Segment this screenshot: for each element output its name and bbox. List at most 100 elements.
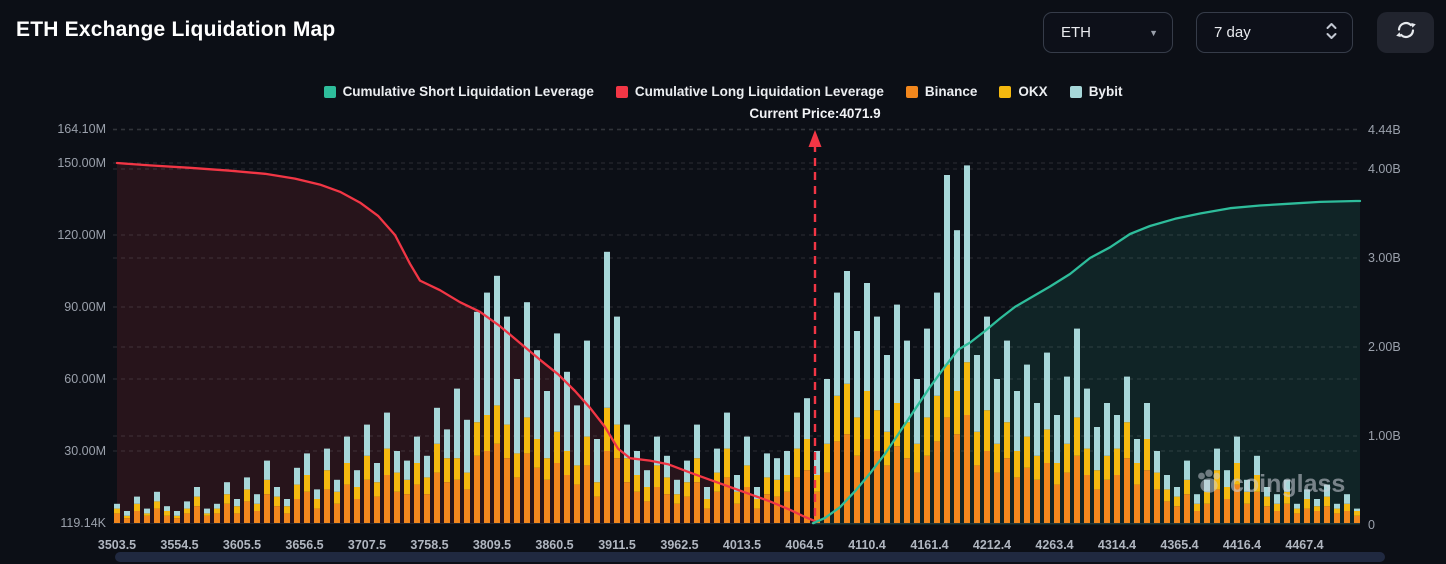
bar-binance[interactable]	[884, 465, 890, 523]
bar-okx[interactable]	[794, 448, 800, 478]
bar-okx[interactable]	[214, 508, 220, 514]
bar-okx[interactable]	[614, 424, 620, 459]
bar-binance[interactable]	[214, 513, 220, 523]
bar-okx[interactable]	[1284, 491, 1290, 504]
bar-okx[interactable]	[444, 458, 450, 483]
bar-okx[interactable]	[1084, 448, 1090, 475]
bar-binance[interactable]	[274, 506, 280, 523]
bar-okx[interactable]	[634, 475, 640, 492]
bar-okx[interactable]	[974, 431, 980, 466]
bar-bybit[interactable]	[634, 451, 640, 475]
bar-binance[interactable]	[384, 475, 390, 523]
bar-bybit[interactable]	[1044, 352, 1050, 430]
bar-binance[interactable]	[814, 491, 820, 523]
bar-okx[interactable]	[554, 431, 560, 463]
bar-okx[interactable]	[704, 499, 710, 509]
bar-binance[interactable]	[1344, 511, 1350, 523]
bar-binance[interactable]	[1144, 470, 1150, 523]
bar-binance[interactable]	[144, 515, 150, 523]
bar-okx[interactable]	[1214, 470, 1220, 490]
bar-bybit[interactable]	[144, 508, 150, 514]
bar-bybit[interactable]	[154, 491, 160, 502]
bar-okx[interactable]	[1044, 429, 1050, 463]
bar-binance[interactable]	[1334, 513, 1340, 523]
bar-bybit[interactable]	[614, 316, 620, 425]
bar-bybit[interactable]	[1034, 403, 1040, 456]
bar-bybit[interactable]	[924, 328, 930, 418]
legend-item[interactable]: Bybit	[1069, 84, 1122, 99]
bar-okx[interactable]	[194, 496, 200, 507]
bar-binance[interactable]	[1304, 508, 1310, 523]
bar-okx[interactable]	[1344, 503, 1350, 511]
bar-bybit[interactable]	[1164, 475, 1170, 490]
bar-binance[interactable]	[904, 458, 910, 523]
bar-okx[interactable]	[764, 477, 770, 495]
bar-bybit[interactable]	[214, 503, 220, 509]
bar-binance[interactable]	[1084, 475, 1090, 523]
bar-binance[interactable]	[914, 472, 920, 523]
bar-binance[interactable]	[844, 434, 850, 523]
bar-binance[interactable]	[1054, 484, 1060, 523]
bar-binance[interactable]	[984, 451, 990, 523]
bar-bybit[interactable]	[1204, 479, 1210, 492]
bar-okx[interactable]	[454, 458, 460, 480]
bar-binance[interactable]	[174, 518, 180, 523]
bar-okx[interactable]	[844, 383, 850, 435]
bar-binance[interactable]	[304, 491, 310, 523]
bar-okx[interactable]	[434, 443, 440, 473]
bar-bybit[interactable]	[594, 439, 600, 483]
bar-okx[interactable]	[204, 513, 210, 516]
bar-okx[interactable]	[164, 511, 170, 516]
bar-okx[interactable]	[584, 436, 590, 466]
bar-bybit[interactable]	[834, 292, 840, 396]
bar-binance[interactable]	[714, 491, 720, 523]
bar-binance[interactable]	[1104, 479, 1110, 523]
bar-binance[interactable]	[934, 441, 940, 523]
bar-okx[interactable]	[824, 443, 830, 473]
bar-bybit[interactable]	[284, 499, 290, 507]
bar-bybit[interactable]	[884, 355, 890, 432]
bar-okx[interactable]	[744, 465, 750, 487]
bar-okx[interactable]	[1304, 499, 1310, 509]
bar-binance[interactable]	[1124, 458, 1130, 523]
bar-bybit[interactable]	[994, 379, 1000, 444]
bar-bybit[interactable]	[1274, 494, 1280, 504]
bar-okx[interactable]	[514, 453, 520, 478]
bar-bybit[interactable]	[814, 451, 820, 475]
bar-bybit[interactable]	[1134, 439, 1140, 463]
bar-bybit[interactable]	[124, 511, 130, 516]
bar-binance[interactable]	[584, 465, 590, 523]
bar-binance[interactable]	[514, 477, 520, 523]
bar-binance[interactable]	[364, 479, 370, 523]
bar-bybit[interactable]	[234, 499, 240, 507]
bar-binance[interactable]	[1214, 489, 1220, 523]
bar-binance[interactable]	[484, 451, 490, 523]
bar-bybit[interactable]	[504, 316, 510, 425]
bar-binance[interactable]	[564, 475, 570, 523]
bar-bybit[interactable]	[664, 455, 670, 478]
bar-binance[interactable]	[534, 467, 540, 523]
bar-binance[interactable]	[1034, 479, 1040, 523]
bar-binance[interactable]	[664, 494, 670, 523]
bar-okx[interactable]	[404, 479, 410, 495]
bar-okx[interactable]	[784, 475, 790, 492]
bar-okx[interactable]	[1104, 455, 1110, 480]
bar-okx[interactable]	[384, 448, 390, 475]
bar-okx[interactable]	[654, 465, 660, 487]
bar-bybit[interactable]	[604, 251, 610, 408]
bar-okx[interactable]	[1014, 451, 1020, 478]
bar-okx[interactable]	[1204, 491, 1210, 504]
bar-binance[interactable]	[614, 458, 620, 523]
bar-bybit[interactable]	[1184, 460, 1190, 480]
legend-item[interactable]: Binance	[905, 84, 977, 99]
bar-bybit[interactable]	[714, 448, 720, 473]
bar-binance[interactable]	[674, 503, 680, 523]
legend-item[interactable]: OKX	[999, 84, 1048, 99]
bar-binance[interactable]	[194, 506, 200, 523]
bar-bybit[interactable]	[824, 379, 830, 444]
bar-bybit[interactable]	[244, 477, 250, 490]
bar-bybit[interactable]	[914, 379, 920, 444]
bar-binance[interactable]	[824, 472, 830, 523]
bar-bybit[interactable]	[874, 316, 880, 411]
bar-okx[interactable]	[564, 451, 570, 475]
